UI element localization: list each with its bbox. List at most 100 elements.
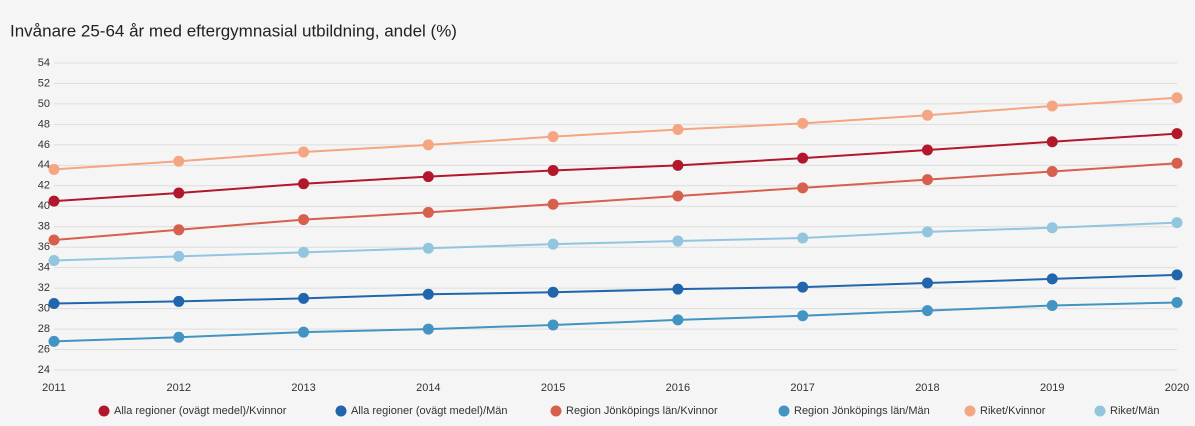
point	[422, 288, 434, 300]
point	[1171, 157, 1183, 169]
point	[422, 242, 434, 254]
point	[921, 109, 933, 121]
legend-label: Alla regioner (ovägt medel)/Kvinnor	[114, 405, 287, 417]
point	[797, 117, 809, 129]
y-tick-label: 24	[38, 364, 50, 376]
y-tick-label: 54	[38, 57, 50, 69]
y-tick-label: 38	[38, 221, 50, 233]
legend-swatch	[550, 405, 562, 417]
point	[1171, 128, 1183, 140]
y-tick-label: 34	[38, 262, 50, 274]
y-tick-label: 36	[38, 241, 50, 253]
point	[797, 281, 809, 293]
y-tick-label: 50	[38, 98, 50, 110]
point	[547, 286, 559, 298]
point	[921, 277, 933, 289]
point	[672, 159, 684, 171]
point	[672, 190, 684, 202]
x-tick-label: 2013	[291, 382, 315, 394]
y-tick-label: 48	[38, 118, 50, 130]
y-tick-label: 28	[38, 323, 50, 335]
point	[48, 163, 60, 175]
point	[173, 155, 185, 167]
point	[173, 331, 185, 343]
point	[48, 195, 60, 207]
point	[422, 206, 434, 218]
y-tick-label: 42	[38, 180, 50, 192]
legend-label: Riket/Män	[1110, 405, 1160, 417]
y-tick-label: 44	[38, 159, 50, 171]
point	[422, 171, 434, 183]
point	[48, 335, 60, 347]
y-tick-label: 32	[38, 282, 50, 294]
x-tick-label: 2014	[416, 382, 440, 394]
point	[1046, 222, 1058, 234]
legend-label: Riket/Kvinnor	[980, 405, 1046, 417]
point	[547, 319, 559, 331]
point	[173, 187, 185, 199]
point	[547, 131, 559, 143]
point	[1171, 92, 1183, 104]
legend-swatch	[98, 405, 110, 417]
y-tick-label: 46	[38, 139, 50, 151]
point	[173, 224, 185, 236]
legend-label: Alla regioner (ovägt medel)/Män	[351, 405, 508, 417]
x-tick-label: 2017	[790, 382, 814, 394]
chart-title: Invånare 25-64 år med eftergymnasial utb…	[10, 21, 457, 40]
point	[1171, 217, 1183, 229]
x-tick-label: 2012	[167, 382, 191, 394]
point	[422, 139, 434, 151]
point	[422, 323, 434, 335]
point	[547, 198, 559, 210]
series-line	[53, 96, 1178, 171]
legend-label: Region Jönköpings län/Män	[794, 405, 930, 417]
point	[298, 246, 310, 258]
point	[298, 326, 310, 338]
point	[298, 178, 310, 190]
series-line	[53, 301, 1178, 343]
x-tick-label: 2011	[42, 382, 66, 394]
x-tick-label: 2019	[1040, 382, 1064, 394]
x-tick-label: 2015	[541, 382, 565, 394]
x-tick-label: 2020	[1165, 382, 1189, 394]
point	[298, 292, 310, 304]
point	[797, 232, 809, 244]
point	[797, 310, 809, 322]
point	[1046, 136, 1058, 148]
series-line	[53, 132, 1178, 203]
point	[298, 146, 310, 158]
series-line	[53, 162, 1178, 242]
point	[547, 238, 559, 250]
y-tick-label: 52	[38, 77, 50, 89]
point	[921, 144, 933, 156]
point	[672, 235, 684, 247]
point	[921, 226, 933, 238]
point	[797, 182, 809, 194]
point	[1046, 100, 1058, 112]
legend-swatch	[335, 405, 347, 417]
legend-swatch	[1094, 405, 1106, 417]
legend-label: Region Jönköpings län/Kvinnor	[566, 405, 718, 417]
point	[1046, 165, 1058, 177]
series-line	[53, 273, 1178, 305]
legend-swatch	[964, 405, 976, 417]
x-tick-label: 2018	[915, 382, 939, 394]
x-tick-label: 2016	[666, 382, 690, 394]
point	[1046, 273, 1058, 285]
point	[547, 164, 559, 176]
point	[173, 250, 185, 262]
point	[797, 152, 809, 164]
series-line	[53, 221, 1178, 262]
point	[1171, 296, 1183, 308]
point	[298, 214, 310, 226]
point	[921, 174, 933, 186]
point	[672, 283, 684, 295]
point	[672, 124, 684, 136]
point	[1171, 269, 1183, 281]
y-tick-label: 26	[38, 343, 50, 355]
point	[48, 255, 60, 267]
point	[1046, 300, 1058, 312]
point	[173, 295, 185, 307]
